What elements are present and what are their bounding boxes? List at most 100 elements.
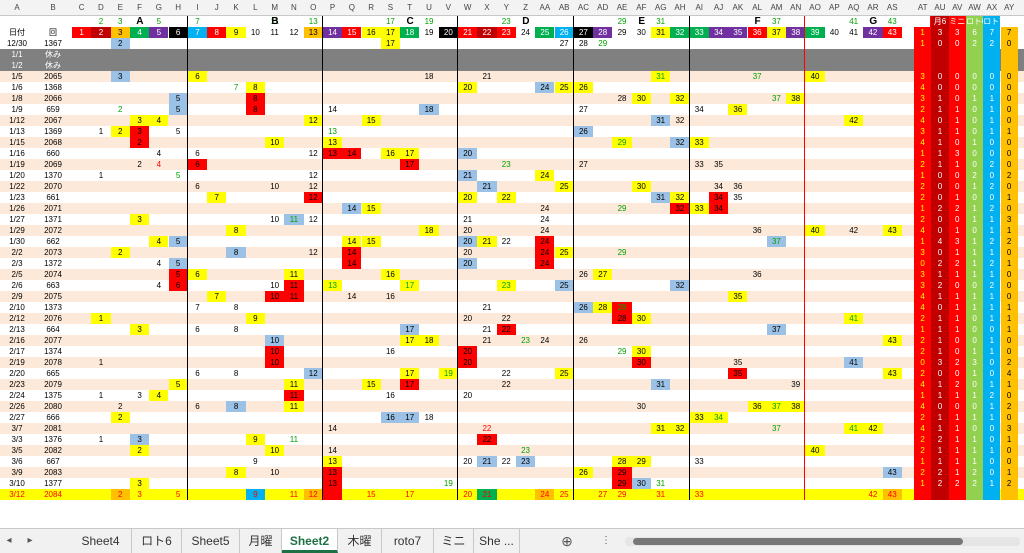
stat-cell[interactable]: 2	[914, 467, 932, 478]
number-cell[interactable]: 21	[458, 170, 478, 181]
stat-cell[interactable]: 3	[914, 71, 932, 82]
date-cell[interactable]: 2/19	[9, 358, 25, 367]
column-header[interactable]: T	[407, 3, 413, 12]
round-cell[interactable]: 1367	[44, 39, 62, 48]
number-cell[interactable]: 21	[482, 336, 492, 345]
number-cell[interactable]: 6	[195, 325, 200, 334]
number-cell[interactable]: 11	[284, 291, 304, 302]
header-number[interactable]: 2	[98, 17, 104, 26]
number-cell[interactable]: 20	[463, 391, 473, 400]
stat-cell[interactable]: 1	[965, 434, 984, 445]
stat-cell[interactable]: 4	[914, 423, 932, 434]
number-cell[interactable]: 6	[195, 182, 200, 191]
number-cell[interactable]: 11	[284, 280, 304, 291]
number-header[interactable]: 35	[728, 27, 748, 38]
stat-cell[interactable]: 0	[983, 456, 1001, 467]
stat-cell[interactable]	[983, 489, 1001, 500]
number-cell[interactable]: 30	[631, 93, 651, 104]
stat-cell[interactable]: 2	[983, 236, 1001, 247]
number-cell[interactable]: 35	[714, 160, 723, 169]
header-number[interactable]: 29	[617, 17, 627, 26]
round-cell[interactable]: 1373	[44, 303, 62, 312]
number-cell[interactable]: 22	[501, 314, 511, 323]
number-header[interactable]: 15	[342, 27, 362, 38]
column-header[interactable]: AM	[770, 3, 783, 12]
stat-cell[interactable]: 3	[914, 269, 932, 280]
round-header[interactable]: 回	[49, 28, 57, 37]
stat-cell[interactable]: 1	[965, 214, 984, 225]
number-cell[interactable]: 13	[328, 127, 337, 136]
number-cell[interactable]: 13	[322, 478, 343, 489]
stat-cell[interactable]: 1	[931, 324, 949, 335]
date-cell[interactable]: 2/13	[9, 325, 25, 334]
stat-cell[interactable]: 2	[914, 313, 932, 324]
number-cell[interactable]: 34	[708, 203, 729, 214]
stat-cell[interactable]: 1	[983, 445, 1001, 456]
round-cell[interactable]: 2081	[44, 424, 62, 433]
stat-cell[interactable]: 1	[948, 412, 966, 423]
data-row[interactable]: 2/20 665 6 8 12 17 19 22 25 35 43 2 0 0 1 0 4	[0, 368, 1024, 379]
date-cell[interactable]: 1/16	[9, 149, 25, 158]
number-cell[interactable]: 27	[559, 39, 569, 48]
number-cell[interactable]: 14	[328, 424, 337, 433]
number-cell[interactable]: 3	[129, 126, 150, 137]
stat-cell[interactable]: 4	[914, 291, 932, 302]
number-cell[interactable]: 12	[308, 215, 318, 224]
stat-cell[interactable]: 1	[983, 225, 1001, 236]
column-header[interactable]: W	[463, 3, 472, 12]
number-header[interactable]: 29	[612, 27, 632, 38]
stat-cell[interactable]: 0	[948, 401, 966, 412]
stat-cell[interactable]: 2	[965, 467, 984, 478]
number-cell[interactable]: 15	[361, 203, 381, 214]
date-cell[interactable]: 2/10	[9, 303, 25, 312]
column-header[interactable]: AI	[695, 3, 704, 12]
number-cell[interactable]: 34	[714, 182, 723, 191]
stat-header[interactable]: 7	[1000, 27, 1018, 38]
header-number[interactable]: 31	[656, 17, 666, 26]
stat-header[interactable]: 3	[931, 27, 949, 38]
number-cell[interactable]: 22	[482, 424, 492, 433]
header-number[interactable]: 43	[887, 17, 897, 26]
stat-cell[interactable]: 0	[965, 148, 984, 159]
number-cell[interactable]: 21	[477, 489, 497, 500]
column-header[interactable]: K	[233, 3, 239, 12]
round-cell[interactable]: 659	[46, 105, 60, 114]
stat-cell[interactable]: 2	[948, 203, 966, 214]
column-header[interactable]: AO	[809, 3, 821, 12]
number-cell[interactable]: 26	[578, 336, 588, 345]
number-cell[interactable]: 37	[766, 236, 787, 247]
number-header[interactable]: 3	[110, 27, 130, 38]
stat-cell[interactable]: 1	[948, 291, 966, 302]
number-cell[interactable]: 13	[322, 137, 343, 148]
number-cell[interactable]: 33	[694, 160, 704, 169]
number-cell[interactable]: 7	[195, 303, 200, 312]
number-header[interactable]: 16	[361, 27, 381, 38]
stat-cell[interactable]: 0	[931, 170, 949, 181]
stat-cell[interactable]	[948, 49, 966, 60]
number-cell[interactable]: 12	[303, 192, 323, 203]
date-cell[interactable]: 2/20	[9, 369, 25, 378]
number-cell[interactable]: 8	[233, 303, 239, 312]
add-sheet-plus-icon[interactable]: ⊕	[561, 533, 573, 549]
number-cell[interactable]: 29	[617, 248, 627, 257]
round-cell[interactable]: 2072	[44, 226, 62, 235]
stat-cell[interactable]: 0	[965, 379, 984, 390]
stat-cell[interactable]: 0	[965, 104, 984, 115]
number-cell[interactable]: 3	[137, 490, 142, 499]
date-cell[interactable]: 1/5	[11, 72, 23, 81]
stat-cell[interactable]: 2	[965, 478, 984, 489]
number-cell[interactable]: 8	[233, 325, 239, 334]
number-cell[interactable]: 21	[477, 181, 497, 192]
stat-cell[interactable]: 1	[948, 104, 966, 115]
number-cell[interactable]: 13	[322, 148, 343, 159]
data-row[interactable]: 2/12 2076 1 9 20 22 28 30 41 2 1 1 0 1 1	[0, 313, 1024, 324]
round-cell[interactable]: 666	[46, 413, 60, 422]
stat-cell[interactable]: 2	[914, 434, 932, 445]
number-cell[interactable]: 14	[342, 258, 362, 269]
stat-cell[interactable]: 2	[965, 170, 984, 181]
stat-cell[interactable]: 0	[1000, 445, 1018, 456]
stat-cell[interactable]: 2	[931, 478, 949, 489]
stat-cell[interactable]: 2	[914, 412, 932, 423]
stat-cell[interactable]: 1	[965, 269, 984, 280]
number-cell[interactable]: 43	[882, 225, 902, 236]
